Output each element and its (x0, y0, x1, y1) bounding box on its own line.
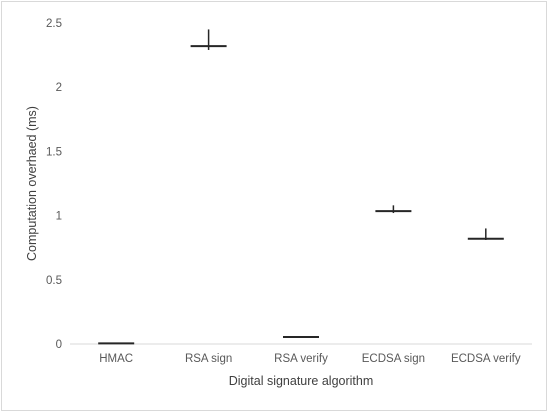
y-tick-label: 1 (56, 211, 62, 223)
x-tick-label: ECDSA sign (362, 353, 425, 365)
y-tick-label: 2 (56, 82, 62, 94)
data-point-rsa-verify (283, 335, 319, 338)
x-tick-label: RSA verify (274, 353, 328, 365)
data-marks (98, 29, 504, 345)
x-tick-label: RSA sign (185, 353, 232, 365)
data-point-hmac (98, 342, 135, 345)
y-axis-ticks: 0 0.5 1 1.5 2 2.5 (46, 18, 62, 351)
data-point-ecdsa-sign (375, 205, 412, 214)
y-tick-label: 2.5 (46, 18, 62, 30)
x-axis-ticks: HMAC RSA sign RSA verify ECDSA sign ECDSA ve… (99, 353, 521, 365)
x-tick-label: ECDSA verify (451, 353, 521, 365)
data-point-rsa-sign (190, 29, 227, 50)
data-point-ecdsa-verify (467, 228, 504, 240)
y-tick-label: 0.5 (46, 275, 62, 287)
y-axis-title: Computation overhaed (ms) (25, 106, 39, 261)
y-tick-label: 1.5 (46, 146, 62, 158)
y-tick-label: 0 (56, 339, 62, 351)
x-tick-label: HMAC (99, 353, 133, 365)
x-axis-title: Digital signature algorithm (229, 374, 374, 388)
